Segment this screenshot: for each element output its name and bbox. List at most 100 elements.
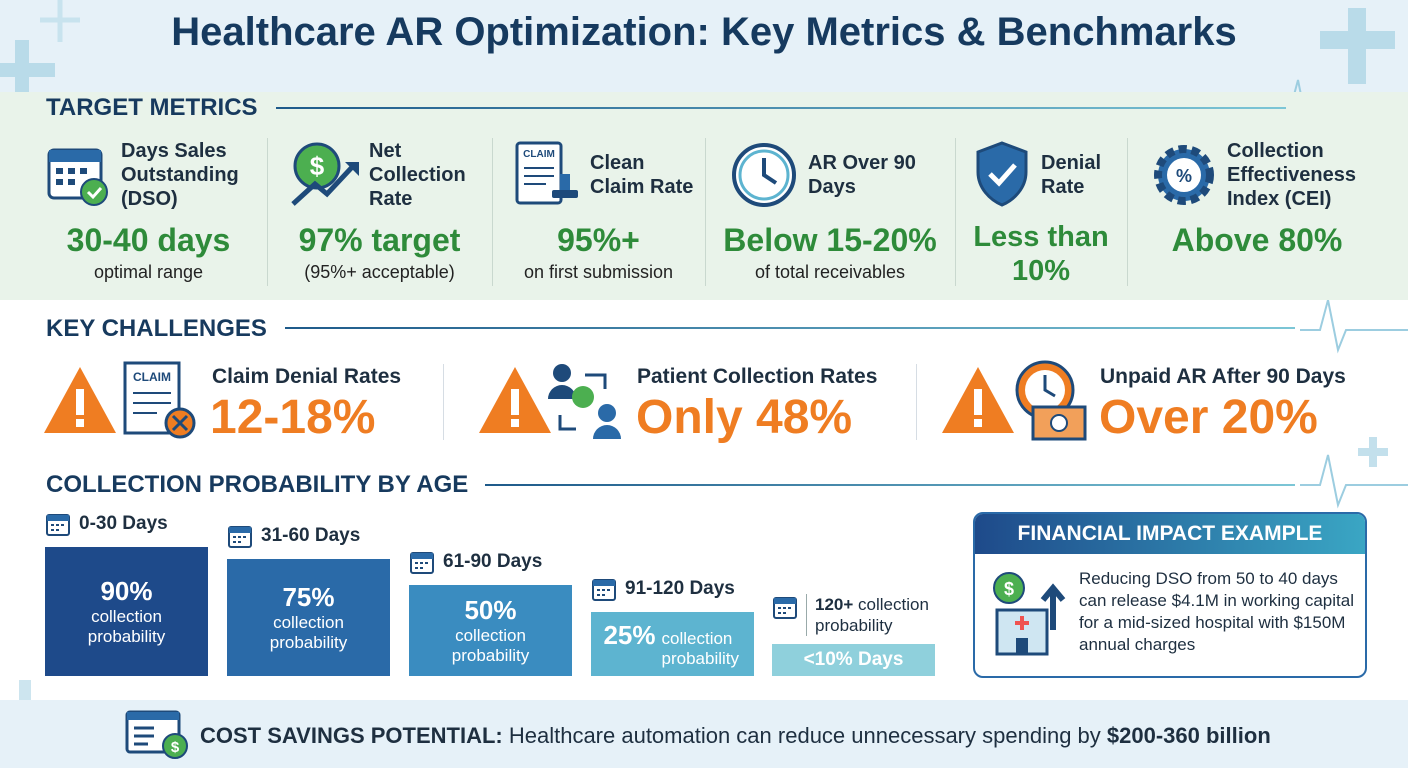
bar-label: 61-90 Days <box>409 549 542 575</box>
bar-label: 31-60 Days <box>227 523 360 549</box>
metric: $ Net Collection Rate 97% target (95%+ a… <box>267 0 492 300</box>
bar-label: 0-30 Days <box>45 511 168 537</box>
shield-icon <box>976 141 1028 207</box>
bar-label-text: 120+ <box>815 595 854 614</box>
svg-text:$: $ <box>1004 579 1014 599</box>
calendar-icon <box>410 552 434 574</box>
metric: Days Sales Outstanding (DSO) 30-40 days … <box>30 0 267 300</box>
gear-icon: % <box>1154 145 1214 205</box>
separator <box>492 138 493 286</box>
metric-label: Net Collection Rate <box>369 140 466 210</box>
metric-value: 97% target <box>298 222 461 258</box>
svg-text:CLAIM: CLAIM <box>523 149 555 160</box>
bar-label-text: 91-120 Days <box>625 578 735 599</box>
separator <box>267 138 268 286</box>
bar-label: 120+ collection probability <box>772 594 945 636</box>
clock-icon <box>732 143 796 207</box>
bar-note: collection probability <box>451 626 530 665</box>
bar: 75% collection probability <box>227 559 390 676</box>
separator <box>1127 138 1128 286</box>
bar-row: <10% Days <box>772 649 935 671</box>
svg-text:CLAIM: CLAIM <box>133 370 171 384</box>
bar-label: 91-120 Days <box>591 576 735 602</box>
metric-value: 95%+ <box>557 222 640 258</box>
title-band <box>0 0 1408 92</box>
svg-text:$: $ <box>310 151 325 181</box>
metric-note: on first submission <box>523 262 674 282</box>
bar-note: collection probability <box>815 595 929 635</box>
bar: <10% Days <box>772 644 935 676</box>
bar: 50% collection probability <box>409 585 572 676</box>
calendar-icon <box>47 148 108 206</box>
metric: AR Over 90 Days Below 15-20% of total re… <box>705 0 955 300</box>
bar-value: 90% <box>100 576 153 606</box>
bar-label-text: 61-90 Days <box>443 551 543 572</box>
metric: Denial Rate Less than 10% <box>955 0 1127 300</box>
savings-label: COST SAVINGS POTENTIAL: <box>200 723 503 748</box>
metric-value: Below 15-20% <box>723 222 937 258</box>
separator <box>916 364 917 440</box>
section-heading: COLLECTION PROBABILITY BY AGE <box>46 471 469 498</box>
section-heading: KEY CHALLENGES <box>46 315 267 342</box>
challenge-icons: CLAIM <box>44 360 1087 441</box>
metric-note: (95%+ acceptable) <box>304 262 455 282</box>
page-title: Healthcare AR Optimization: Key Metrics … <box>171 10 1237 54</box>
challenge-label: Unpaid AR After 90 Days <box>1100 365 1346 388</box>
bar-value: 50% <box>464 595 517 625</box>
bar: 90% collection probability <box>45 547 208 676</box>
savings-text: Healthcare automation can reduce unneces… <box>508 723 1101 748</box>
metric-label: AR Over 90 Days <box>808 152 916 198</box>
metric-note: of total receivables <box>754 262 906 282</box>
savings-line: COST SAVINGS POTENTIAL: Healthcare autom… <box>200 723 1271 749</box>
metric-label: Denial Rate <box>1041 152 1102 198</box>
heading-rule <box>276 107 1286 109</box>
heading-rule <box>485 484 1295 486</box>
challenge-value: Only 48% <box>636 391 853 444</box>
bar-value: 75% <box>282 582 335 612</box>
metric-value: Less than 10% <box>973 221 1109 287</box>
section-heading: TARGET METRICS <box>46 94 258 121</box>
savings-band <box>0 700 1408 768</box>
calendar-icon <box>592 579 616 601</box>
dollar-growth-icon: $ <box>291 142 359 206</box>
svg-text:$: $ <box>171 739 180 756</box>
hospital-icon: $ <box>993 572 1066 656</box>
bar: 25% collection probability <box>591 612 754 676</box>
challenge-label: Claim Denial Rates <box>212 365 402 388</box>
calendar-icon <box>773 597 797 619</box>
metric-label: Clean Claim Rate <box>590 152 694 198</box>
separator <box>955 138 956 286</box>
heading-rule <box>285 327 1295 329</box>
calendar-icon <box>228 526 252 548</box>
metric-label: Days Sales Outstanding (DSO) <box>121 140 239 210</box>
bar-suffix: Days <box>857 649 904 670</box>
challenge-label: Patient Collection Rates <box>637 365 878 388</box>
svg-text:%: % <box>1176 166 1192 186</box>
metric-value: Above 80% <box>1171 222 1343 258</box>
bar-note: collection probability <box>87 607 166 646</box>
bar-note: collection probability <box>269 613 348 652</box>
metric-value: 30-40 days <box>66 222 231 258</box>
bar-label-text: 0-30 Days <box>79 513 168 534</box>
impact-heading: FINANCIAL IMPACT EXAMPLE <box>975 514 1365 554</box>
bar-value: <10% <box>803 649 853 670</box>
bar-label-text: 31-60 Days <box>261 525 361 546</box>
metric: CLAIM Clean Claim Rate 95%+ on first sub… <box>492 0 705 300</box>
impact-box: FINANCIAL IMPACT EXAMPLE $ Reducing DSO … <box>973 512 1367 678</box>
separator <box>443 364 444 440</box>
metric-note: optimal range <box>93 262 204 282</box>
savings-icon: $ <box>125 710 188 759</box>
separator <box>705 138 706 286</box>
calendar-icon <box>46 514 70 536</box>
claim-icon: CLAIM <box>515 141 578 205</box>
bar-label-group: 120+ collection probability <box>806 594 945 636</box>
bar-value: 25% <box>603 619 656 650</box>
metric-label: Collection Effectiveness Index (CEI) <box>1227 140 1356 210</box>
challenge-value: 12-18% <box>210 391 376 444</box>
metric: % Collection Effectiveness Index (CEI) A… <box>1127 0 1387 300</box>
impact-text: Reducing DSO from 50 to 40 days can rele… <box>1079 569 1354 654</box>
bar-row: 25% collection probability <box>591 620 754 669</box>
bar-note: collection probability <box>661 628 740 668</box>
challenge-value: Over 20% <box>1099 391 1318 444</box>
